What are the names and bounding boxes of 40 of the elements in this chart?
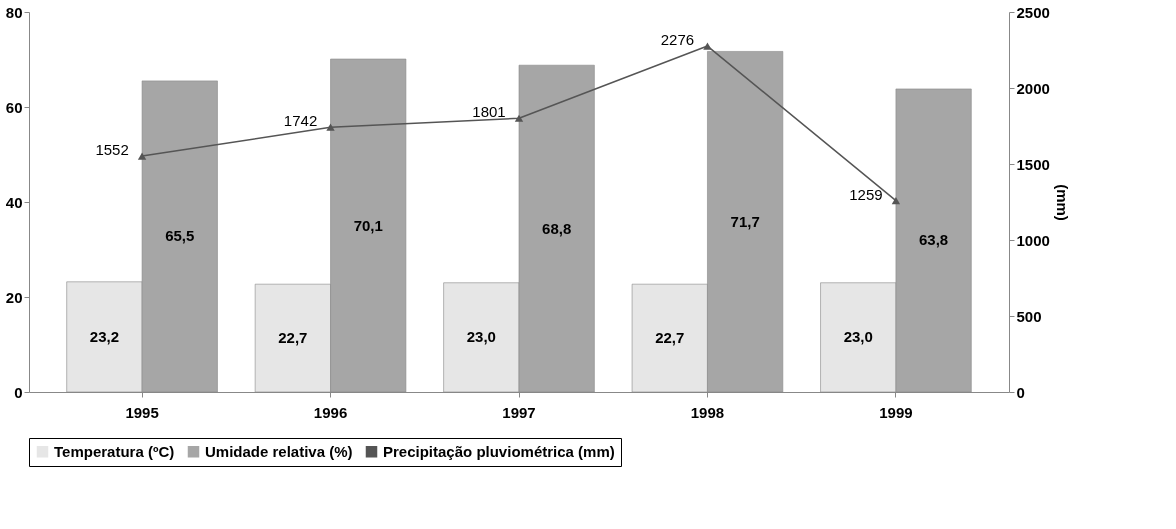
data-label: 71,7: [730, 212, 760, 230]
legend-label: Temperatura (ºC): [54, 442, 175, 460]
y2-tick-label: 2500: [1016, 3, 1050, 21]
legend-label: Precipitação pluviométrica (mm): [383, 442, 615, 460]
point: [514, 114, 524, 122]
data-label: 23,0: [843, 328, 873, 346]
data-label: 1259: [849, 185, 883, 203]
data-label: 22,7: [278, 329, 308, 347]
x-tick-label: 1998: [690, 403, 725, 421]
x-tick-label: 1999: [879, 403, 913, 421]
point: [137, 152, 147, 160]
y2-tick-label: 1000: [1016, 231, 1050, 249]
data-label: 68,8: [542, 219, 572, 237]
y-tick-label: 20: [5, 288, 23, 306]
data-label: 23,2: [89, 327, 119, 345]
point: [326, 123, 335, 131]
y2-axis-title: (mm): [1053, 184, 1071, 221]
point: [703, 42, 712, 50]
data-label: 1742: [283, 112, 318, 130]
point: [891, 197, 901, 205]
data-label: 23,0: [466, 328, 496, 346]
y2-tick-label: 500: [1016, 307, 1042, 325]
y-tick-label: 80: [5, 3, 23, 21]
data-label: 65,5: [165, 227, 195, 245]
data-label: 1552: [95, 141, 129, 159]
y2-tick-label: 2000: [1016, 79, 1050, 97]
y2-tick-label: 0: [1016, 383, 1025, 401]
legend-label: Umidade relativa (%): [205, 442, 353, 460]
data-label: 70,1: [353, 216, 383, 234]
x-tick-label: 1997: [502, 403, 536, 421]
x-tick-label: 1996: [313, 403, 348, 421]
y2-tick-label: 1500: [1016, 155, 1050, 173]
y-tick-label: 40: [5, 193, 23, 211]
data-label: 2276: [660, 31, 695, 49]
y-tick-label: 0: [14, 383, 23, 401]
data-label: 22,7: [655, 329, 685, 347]
x-tick-label: 1995: [125, 403, 159, 421]
y-tick-label: 60: [5, 98, 23, 116]
data-label: 63,8: [919, 231, 949, 249]
data-label: 1801: [472, 103, 506, 121]
